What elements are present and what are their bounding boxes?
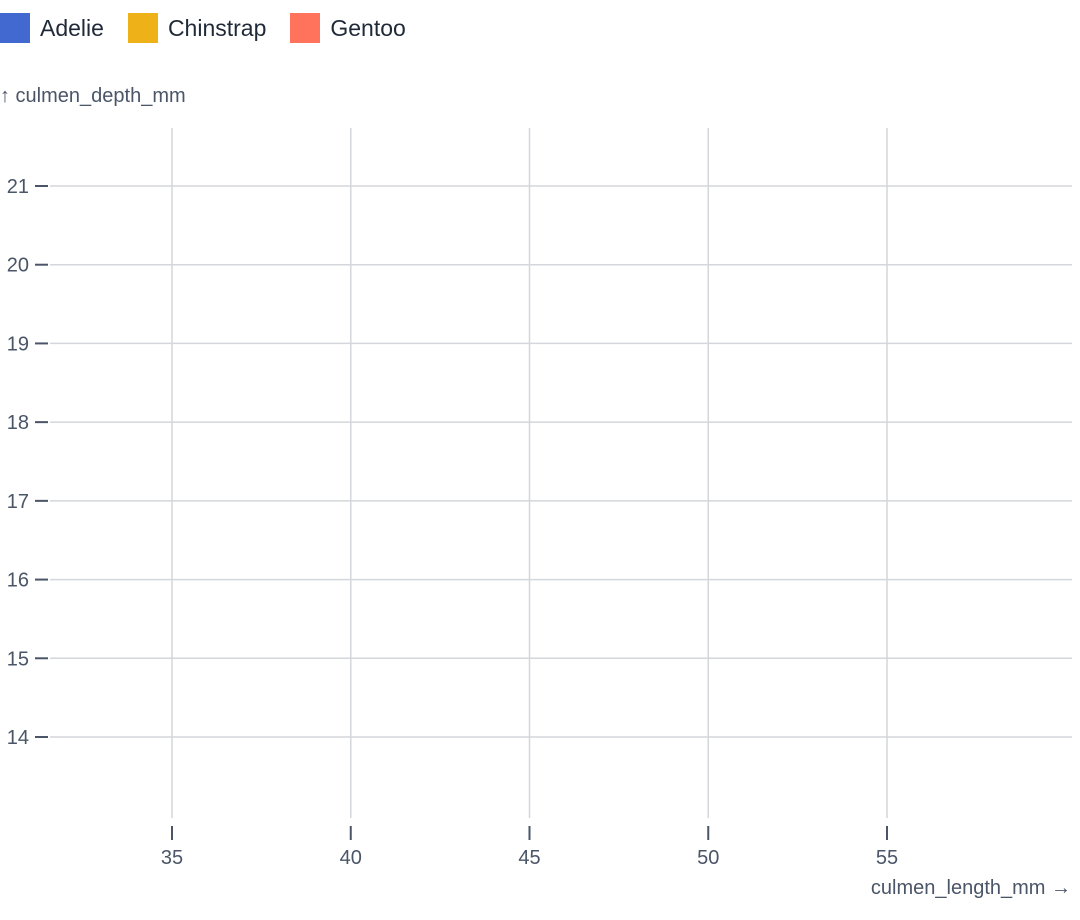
y-tick-label-18: 18: [7, 412, 29, 434]
y-tick-label-17: 17: [7, 491, 29, 513]
legend: Adelie Chinstrap Gentoo: [0, 12, 430, 44]
legend-swatch-chinstrap: [127, 13, 158, 43]
axes: 35 40 45 50 55 14 15 16 17 18 19 20 21: [7, 176, 898, 869]
legend-label-gentoo: Gentoo: [330, 15, 406, 41]
y-axis-label: ↑ culmen_depth_mm: [0, 85, 186, 107]
y-tick-label-21: 21: [7, 176, 29, 198]
legend-item-chinstrap[interactable]: Chinstrap: [127, 13, 267, 43]
y-tick-label-20: 20: [7, 255, 29, 277]
x-tick-label-55: 55: [876, 847, 898, 869]
legend-item-gentoo[interactable]: Gentoo: [290, 13, 406, 43]
legend-swatch-adelie: [0, 13, 30, 43]
x-axis-label: culmen_length_mm →: [871, 877, 1071, 899]
legend-label-chinstrap: Chinstrap: [167, 15, 267, 41]
x-tick-label-45: 45: [518, 847, 540, 869]
x-tick-label-35: 35: [161, 847, 183, 869]
grid: [50, 128, 1072, 818]
legend-label-adelie: Adelie: [40, 15, 104, 41]
y-tick-label-16: 16: [7, 570, 29, 592]
y-tick-label-14: 14: [7, 727, 29, 749]
y-tick-label-19: 19: [7, 333, 29, 355]
legend-swatch-gentoo: [290, 13, 321, 43]
y-tick-label-15: 15: [7, 648, 29, 670]
x-tick-label-40: 40: [340, 847, 362, 869]
legend-item-adelie[interactable]: Adelie: [0, 13, 104, 43]
x-tick-label-50: 50: [697, 847, 719, 869]
